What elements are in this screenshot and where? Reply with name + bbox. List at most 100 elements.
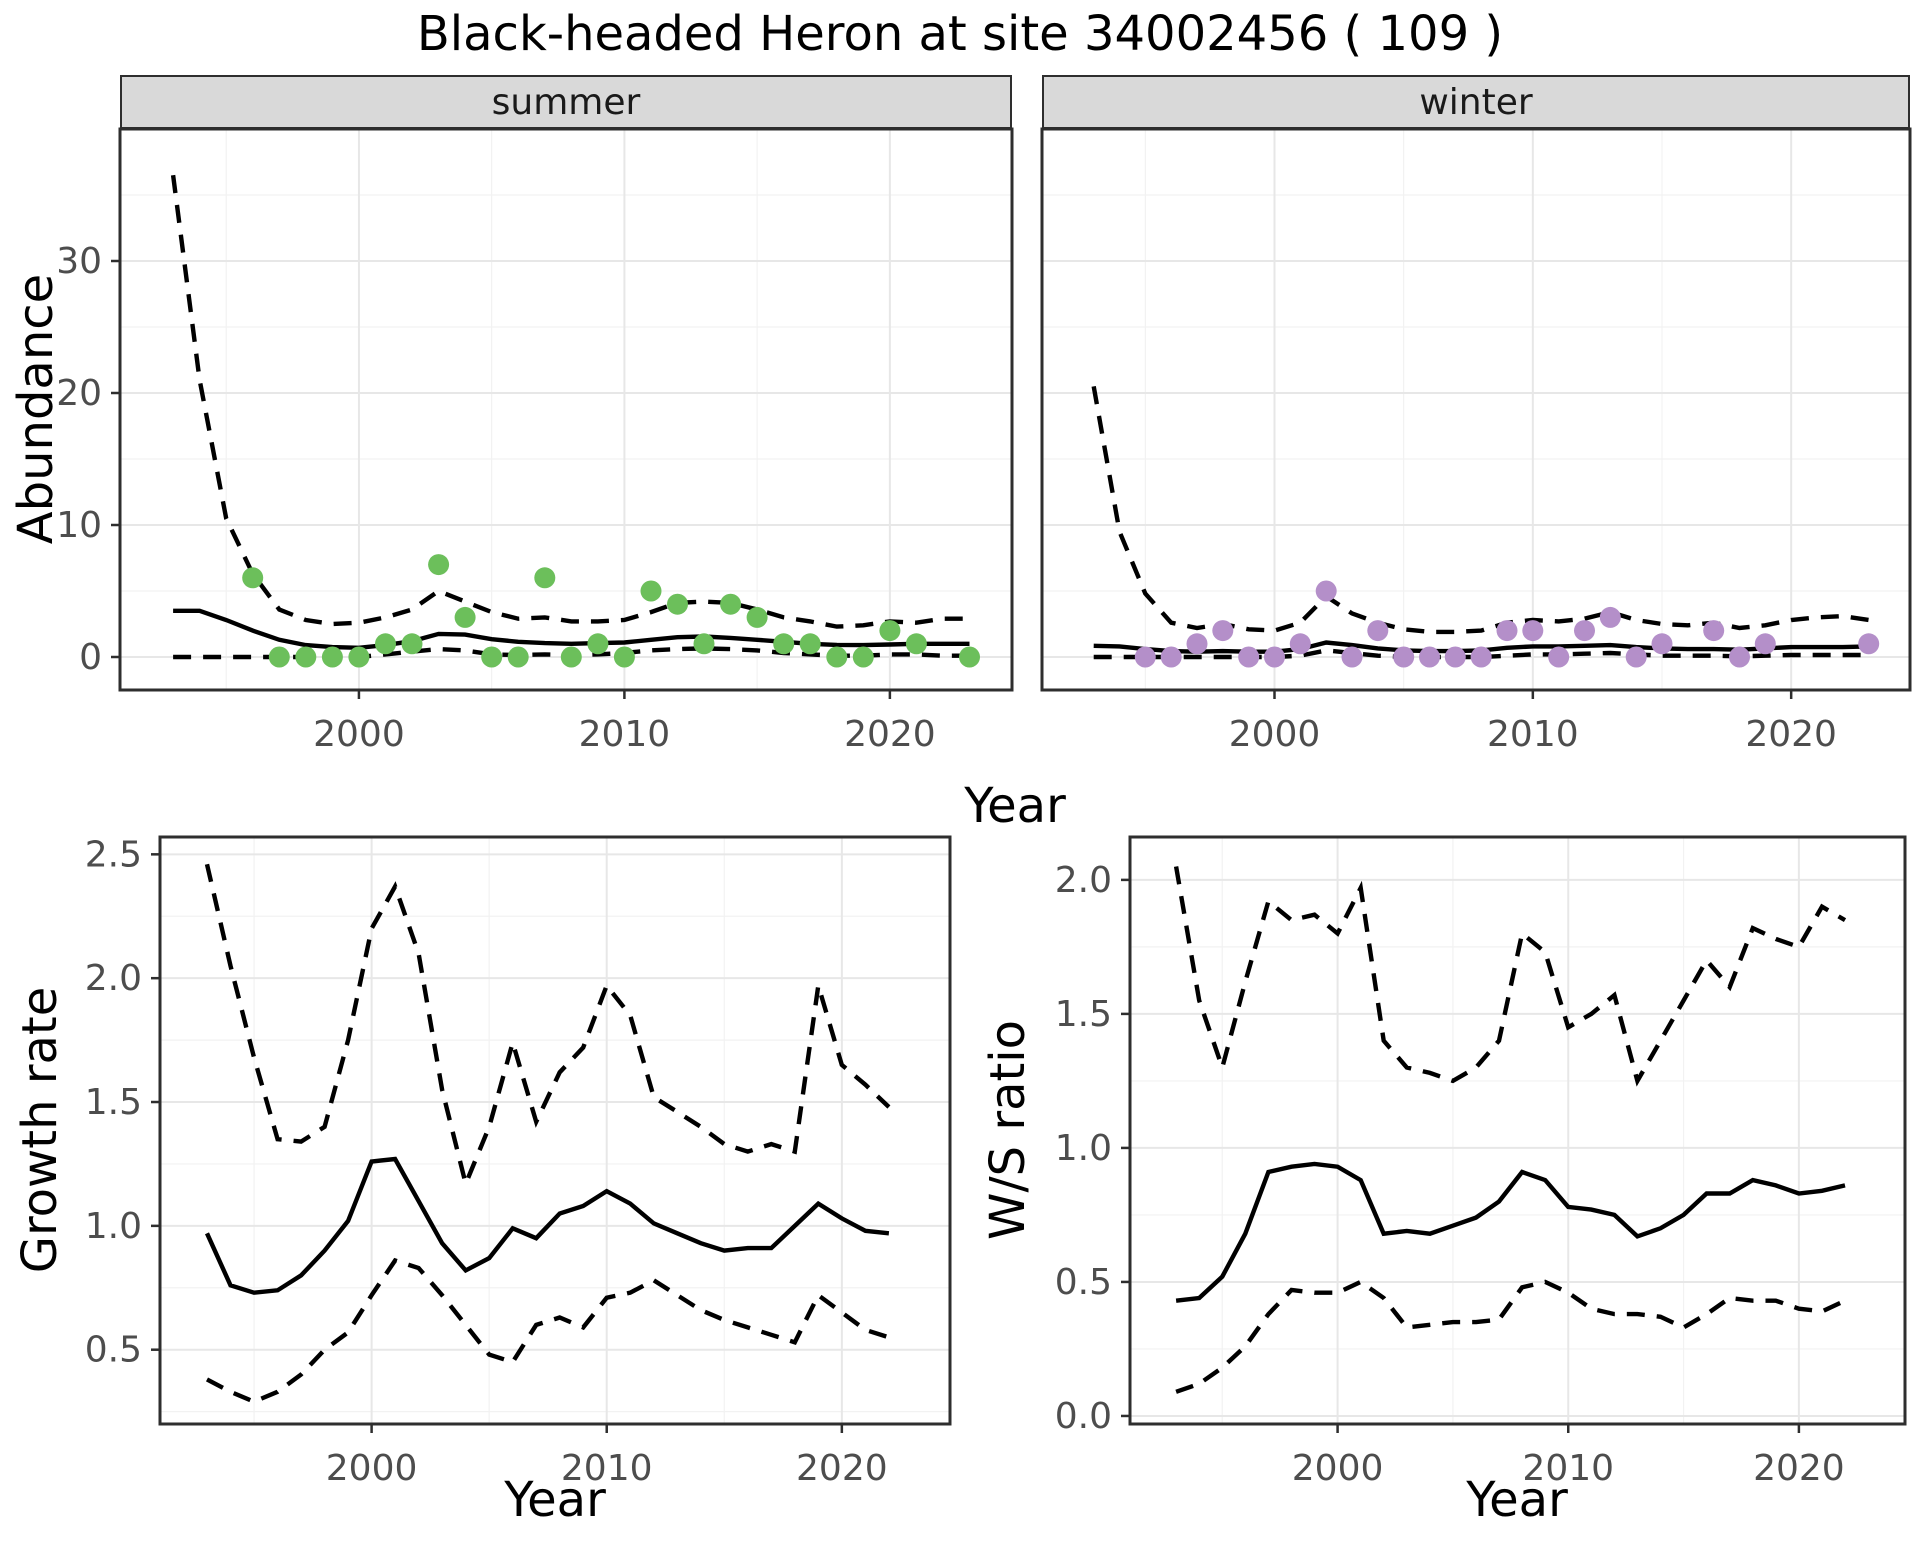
y-tick-label: 1.5 bbox=[1055, 994, 1112, 1035]
observed-counts-summer-point bbox=[826, 646, 848, 668]
observed-counts-summer-point bbox=[773, 633, 795, 655]
observed-counts-summer-point bbox=[348, 646, 370, 668]
observed-counts-winter-point bbox=[1160, 646, 1182, 668]
observed-counts-winter-point bbox=[1522, 620, 1544, 642]
abundance-summer-chart: 2000 2010 2020 0 10 20 30 bbox=[56, 127, 1014, 755]
lower-95ci-line bbox=[1175, 1279, 1846, 1394]
y-tick-label: 2.0 bbox=[85, 958, 142, 999]
observed-counts-summer-point bbox=[613, 646, 635, 668]
x-tick-label: 2000 bbox=[313, 714, 405, 755]
panel-background bbox=[120, 129, 1012, 690]
x-tick-label: 2010 bbox=[1487, 714, 1579, 755]
x-tick-label: 2020 bbox=[1745, 714, 1837, 755]
y-tick-label: 0 bbox=[79, 637, 102, 678]
observed-counts-summer-point bbox=[959, 646, 980, 668]
observed-counts-summer-point bbox=[560, 646, 582, 668]
y-tick-label: 1.0 bbox=[85, 1206, 142, 1247]
observed-counts-winter-point bbox=[1729, 646, 1750, 668]
observed-counts-winter-point bbox=[1367, 620, 1389, 642]
y-tick-label: 20 bbox=[56, 373, 102, 414]
growth-x-axis-title: Year bbox=[504, 1472, 606, 1528]
observed-counts-winter-point bbox=[1186, 633, 1208, 655]
observed-counts-summer-point bbox=[401, 633, 423, 655]
growth-rate-axis-title: Growth rate bbox=[12, 986, 68, 1274]
observed-counts-winter-point bbox=[1548, 646, 1570, 668]
panel-background bbox=[1130, 837, 1905, 1424]
panel-background bbox=[160, 837, 950, 1424]
x-tick-label: 2020 bbox=[1753, 1448, 1845, 1489]
observed-counts-summer-point bbox=[481, 646, 503, 668]
panel-border bbox=[118, 127, 1014, 692]
upper-95ci-line bbox=[204, 863, 891, 1191]
lower-95ci-line bbox=[205, 1257, 890, 1405]
mean-line bbox=[204, 1156, 890, 1295]
observed-counts-winter-point bbox=[1599, 606, 1621, 628]
observed-counts-summer-point bbox=[428, 554, 450, 576]
top-x-axis-title: Year bbox=[964, 778, 1066, 834]
mean-line bbox=[173, 608, 970, 651]
x-tick-label: 2020 bbox=[844, 714, 936, 755]
observed-counts-summer-point bbox=[799, 633, 821, 655]
observed-counts-summer-point bbox=[321, 646, 343, 668]
observed-counts-summer-point bbox=[587, 633, 609, 655]
ws-ratio-axis-title: W/S ratio bbox=[980, 1019, 1036, 1241]
x-tick-label: 2010 bbox=[1522, 1448, 1614, 1489]
observed-counts-winter-point bbox=[1238, 646, 1260, 668]
observed-counts-summer-point bbox=[534, 567, 556, 589]
y-tick-label: 1.0 bbox=[1055, 1128, 1112, 1169]
observed-counts-winter-point bbox=[1754, 633, 1776, 655]
observed-counts-winter-point bbox=[1393, 646, 1415, 668]
observed-counts-summer-point bbox=[879, 620, 901, 642]
observed-counts-summer-point bbox=[268, 646, 290, 668]
observed-counts-summer-point bbox=[667, 593, 688, 615]
x-tick-label: 2000 bbox=[1229, 714, 1321, 755]
observed-counts-summer-point bbox=[720, 593, 742, 615]
facet-strip-label-winter: winter bbox=[1419, 81, 1533, 123]
y-tick-label: 0.0 bbox=[1055, 1396, 1112, 1437]
panel-border bbox=[158, 835, 952, 1426]
x-tick-label: 2000 bbox=[1292, 1448, 1384, 1489]
observed-counts-winter-point bbox=[1341, 646, 1363, 668]
observed-counts-summer-point bbox=[295, 646, 317, 668]
panel-border bbox=[1128, 835, 1907, 1426]
abundance-axis-title: Abundance bbox=[8, 273, 64, 545]
observed-counts-summer-point bbox=[693, 633, 715, 655]
observed-counts-winter-point bbox=[1703, 620, 1725, 642]
panel-background bbox=[1042, 129, 1910, 690]
observed-counts-winter-point bbox=[1134, 646, 1156, 668]
ws-x-axis-title: Year bbox=[1466, 1472, 1568, 1528]
mean-line bbox=[1175, 1161, 1846, 1303]
y-tick-label: 30 bbox=[56, 241, 102, 282]
observed-counts-summer-point bbox=[746, 606, 768, 628]
observed-counts-winter-point bbox=[1444, 646, 1466, 668]
observed-counts-summer-point bbox=[242, 567, 264, 589]
panel-border bbox=[1040, 127, 1912, 692]
ws-ratio-chart: 2000 2010 2020 0.0 0.5 1.0 1.5 2.0 bbox=[1055, 835, 1907, 1489]
plot-title: Black-headed Heron at site 34002456 ( 10… bbox=[416, 6, 1504, 62]
observed-counts-winter-point bbox=[1651, 633, 1673, 655]
y-tick-label: 1.5 bbox=[85, 1082, 142, 1123]
observed-counts-winter-point bbox=[1470, 646, 1492, 668]
y-tick-label: 0.5 bbox=[85, 1330, 142, 1371]
abundance-winter-chart: 2000 2010 2020 bbox=[1040, 127, 1912, 755]
growth-rate-chart: 2000 2010 2020 0.5 1.0 1.5 2.0 2.5 bbox=[85, 834, 952, 1489]
observed-counts-summer-point bbox=[454, 606, 476, 628]
observed-counts-winter-point bbox=[1858, 633, 1880, 655]
y-tick-label: 10 bbox=[56, 505, 102, 546]
observed-counts-summer-point bbox=[375, 633, 396, 655]
y-tick-label: 0.5 bbox=[1055, 1262, 1112, 1303]
facet-strip-summer: summer bbox=[120, 75, 1012, 129]
observed-counts-winter-point bbox=[1289, 633, 1311, 655]
y-tick-label: 2.0 bbox=[1055, 860, 1112, 901]
observed-counts-summer-point bbox=[640, 580, 662, 602]
observed-counts-winter-point bbox=[1496, 620, 1518, 642]
observed-counts-summer-point bbox=[507, 646, 529, 668]
observed-counts-winter-point bbox=[1315, 580, 1337, 602]
observed-counts-summer-point bbox=[852, 646, 874, 668]
upper-95ci-line bbox=[170, 174, 970, 629]
upper-95ci-line bbox=[1173, 866, 1847, 1087]
observed-counts-winter-point bbox=[1212, 620, 1234, 642]
x-tick-label: 2010 bbox=[561, 1448, 653, 1489]
x-tick-label: 2010 bbox=[579, 714, 671, 755]
x-tick-label: 2000 bbox=[326, 1448, 418, 1489]
